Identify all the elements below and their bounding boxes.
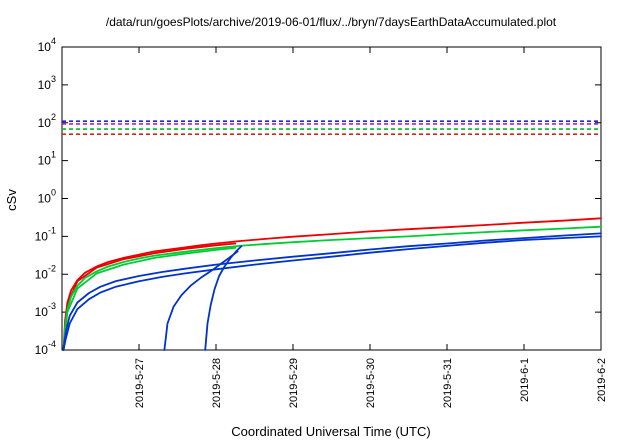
y-tick-label: 10-2 <box>35 263 56 281</box>
green-accumulated-line <box>62 225 602 351</box>
red-accumulated-line <box>62 217 602 351</box>
blue-accumulated-lower-line <box>62 235 602 351</box>
y-tick-labels: 10-4 10-3 10-2 10-1 100 101 102 103 104 <box>35 36 56 357</box>
blue-partial-b-line <box>204 245 243 351</box>
blue-accumulated-upper-line <box>62 232 602 351</box>
x-tick-label: 2019-5-28 <box>211 358 223 408</box>
x-tick-label: 2019-5-30 <box>365 358 377 408</box>
x-tick-label: 2019-5-27 <box>134 358 146 408</box>
x-tick-label: 2019-6-2 <box>596 358 608 402</box>
x-tick-labels: 2019-5-27 2019-5-28 2019-5-29 2019-5-30 2019… <box>134 358 608 408</box>
x-tick-label: 2019-5-31 <box>442 358 454 408</box>
axis-ticks <box>62 46 602 351</box>
blue-partial-a-line <box>163 250 239 351</box>
y-tick-label: 100 <box>38 188 56 206</box>
green-accumulated-short-line <box>62 246 237 351</box>
chart-title: /data/run/goesPlots/archive/2019-06-01/f… <box>106 15 557 29</box>
y-tick-label: 102 <box>38 112 56 130</box>
y-tick-label: 10-4 <box>35 339 56 357</box>
x-tick-label: 2019-6-1 <box>519 358 531 402</box>
data-series-lines <box>62 217 602 351</box>
y-axis-label: cSv <box>4 189 19 211</box>
y-tick-label: 103 <box>38 74 56 92</box>
plot-frame <box>61 46 602 351</box>
x-axis-label: Coordinated Universal Time (UTC) <box>231 424 430 439</box>
y-tick-label: 101 <box>38 150 56 168</box>
plot-border <box>61 46 602 351</box>
y-tick-label: 10-1 <box>35 225 56 243</box>
threshold-lines <box>62 120 601 135</box>
y-tick-label: 104 <box>38 36 56 54</box>
y-tick-label: 10-3 <box>35 301 56 319</box>
x-tick-label: 2019-5-29 <box>288 358 300 408</box>
